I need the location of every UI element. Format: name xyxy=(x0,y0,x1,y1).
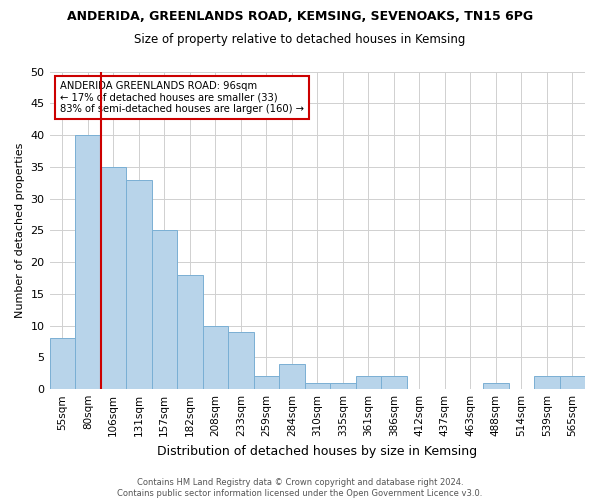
Bar xyxy=(254,376,279,389)
Text: ANDERIDA GREENLANDS ROAD: 96sqm
← 17% of detached houses are smaller (33)
83% of: ANDERIDA GREENLANDS ROAD: 96sqm ← 17% of… xyxy=(60,81,304,114)
Bar xyxy=(560,376,585,389)
Bar xyxy=(50,338,75,389)
Bar xyxy=(101,167,126,389)
Y-axis label: Number of detached properties: Number of detached properties xyxy=(15,142,25,318)
Bar xyxy=(305,383,330,389)
Bar xyxy=(356,376,381,389)
Bar xyxy=(534,376,560,389)
Bar xyxy=(279,364,305,389)
Bar xyxy=(203,326,228,389)
Bar xyxy=(126,180,152,389)
Bar xyxy=(330,383,356,389)
Text: ANDERIDA, GREENLANDS ROAD, KEMSING, SEVENOAKS, TN15 6PG: ANDERIDA, GREENLANDS ROAD, KEMSING, SEVE… xyxy=(67,10,533,23)
Bar xyxy=(381,376,407,389)
Text: Size of property relative to detached houses in Kemsing: Size of property relative to detached ho… xyxy=(134,32,466,46)
Text: Contains HM Land Registry data © Crown copyright and database right 2024.
Contai: Contains HM Land Registry data © Crown c… xyxy=(118,478,482,498)
Bar xyxy=(75,135,101,389)
Bar xyxy=(177,275,203,389)
X-axis label: Distribution of detached houses by size in Kemsing: Distribution of detached houses by size … xyxy=(157,444,478,458)
Bar xyxy=(152,230,177,389)
Bar xyxy=(228,332,254,389)
Bar xyxy=(483,383,509,389)
